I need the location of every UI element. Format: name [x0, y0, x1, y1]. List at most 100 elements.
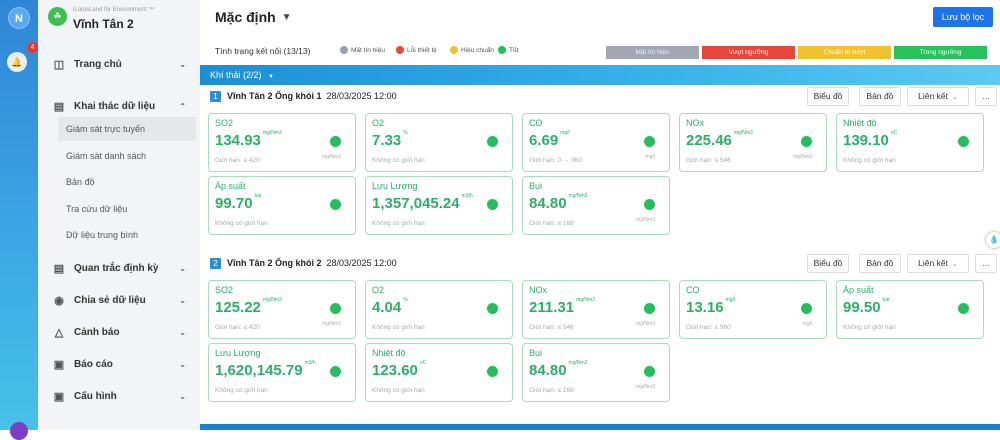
chart-button[interactable]: Biểu đồ [807, 254, 849, 273]
sidebar-item[interactable]: ▤ Khai thác dữ liệu ⌃ [38, 95, 200, 117]
chevron-up-icon[interactable]: ⌃ [179, 101, 186, 111]
threshold-segment[interactable]: Vượt ngưỡng [702, 46, 795, 59]
sidebar-item[interactable]: ▣ Cấu hình ⌄ [38, 385, 200, 407]
parameter-card[interactable]: Lưu Lượng 1,620,145.79 m3/h Không có giới h… [208, 343, 356, 402]
parameter-card[interactable]: SO2 125.22 mg/Nm3 Giới hạn: ≤ 420 mg/Nm3 [208, 280, 356, 339]
parameter-unit: mg/Nm3 [568, 193, 588, 199]
parameter-value-wrap: 99.70 bar [215, 193, 262, 212]
parameter-name: Bụi [529, 348, 543, 358]
sidebar-subitem[interactable]: Giám sát trực tuyến [58, 117, 196, 141]
sidebar-item[interactable]: ▤ Quan trắc định kỳ ⌄ [38, 257, 200, 279]
parameter-name: NOx [686, 118, 704, 128]
status-dot-icon [487, 366, 498, 377]
parameter-unit: bar [254, 193, 262, 199]
parameter-name: Áp suất [215, 181, 246, 191]
parameter-card[interactable]: Áp suất 99.70 bar Không có giới hạn [208, 176, 356, 235]
sidebar-item[interactable]: ◫ Trang chủ ⌄ [38, 53, 200, 75]
parameter-card[interactable]: SO2 134.93 mg/Nm3 Giới hạn: ≤ 420 mg/Nm3 [208, 113, 356, 172]
parameter-limit: Giới hạn: ≤ 546 [529, 324, 574, 331]
group-selector[interactable]: Khí thải (2/2) ▼ [200, 65, 1000, 85]
sidebar-subitem[interactable]: Bản đồ [66, 177, 95, 187]
chart-button[interactable]: Biểu đồ [807, 87, 849, 106]
status-dot-icon [801, 136, 812, 147]
status-dot-icon [801, 303, 812, 314]
parameter-card[interactable]: O2 4.04% Không có giới hạn [365, 280, 513, 339]
chevron-down-icon[interactable]: ⌄ [179, 263, 186, 273]
link-dropdown[interactable]: Liên kết ⌄ [907, 254, 969, 273]
parameter-value: 1,357,045.24 [372, 195, 460, 212]
parameter-value-wrap: 125.22 mg/Nm3 [215, 297, 282, 316]
sidebar-subitem[interactable]: Tra cứu dữ liệu [66, 203, 128, 214]
parameter-unit: m3/h [304, 360, 316, 366]
report-icon: ▣ [53, 358, 65, 371]
connection-status: Tình trạng kết nối (13/13) [215, 46, 311, 56]
status-dot-icon [644, 366, 655, 377]
sidebar-subitem[interactable]: Dữ liệu trung bình [66, 230, 139, 240]
parameter-card[interactable]: CO 6.69 mg/l Giới hạn: 0 → 960 mg/l [522, 113, 670, 172]
parameter-card[interactable]: NOx 225.46 mg/Nm3 Giới hạn: ≤ 546 mg/Nm3 [679, 113, 827, 172]
bell-icon[interactable]: 🔔 [7, 52, 27, 72]
chevron-down-icon[interactable]: ⌄ [179, 327, 186, 337]
chevron-down-icon[interactable]: ⌄ [179, 295, 186, 305]
more-button[interactable]: ... [975, 254, 997, 273]
sidebar-item-label: Chia sẻ dữ liệu [74, 294, 146, 306]
sidebar-subitem[interactable]: Giám sát danh sách [66, 150, 147, 161]
parameter-card[interactable]: CO 13.16 mg/l Giới hạn: ≤ 960 mg/l [679, 280, 827, 339]
brand-subtitle: iLotusLand for Environment ™ [73, 7, 155, 13]
view-selector[interactable]: Mặc định ▼ [215, 9, 292, 25]
parameter-limit-unit: mg/Nm3 [636, 321, 655, 327]
parameter-card[interactable]: Bụi 84.80 mg/Nm3 Giới hạn: ≤ 168 mg/Nm3 [522, 343, 670, 402]
more-button[interactable]: ... [975, 87, 997, 106]
monitor-data-icon: ▤ [53, 100, 65, 113]
parameter-limit: Giới hạn: ≤ 168 [529, 387, 574, 394]
station-header: 1 Vĩnh Tân 2 Ống khói 1 28/03/2025 12:00 [210, 88, 397, 104]
parameter-card[interactable]: Áp suất 99.50 bar Không có giới hạn [836, 280, 984, 339]
sidebar-item-label: Cấu hình [74, 390, 117, 402]
threshold-segment[interactable]: Chuẩn bị vượt [798, 46, 891, 59]
legend-label: Hiệu chuẩn [461, 46, 494, 54]
avatar[interactable] [10, 422, 28, 440]
station-name[interactable]: Vĩnh Tân 2 Ống khói 1 [227, 91, 322, 101]
legend-item: Hiệu chuẩn [450, 46, 494, 54]
chevron-down-icon[interactable]: ⌄ [179, 359, 186, 369]
sidebar-item[interactable]: ◉ Chia sẻ dữ liệu ⌄ [38, 289, 200, 311]
parameter-limit: Giới hạn: ≤ 168 [529, 220, 574, 227]
sidebar-item[interactable]: △ Cảnh báo ⌄ [38, 321, 200, 343]
threshold-segment[interactable]: Mất tín hiệu [606, 46, 699, 59]
parameter-card[interactable]: O2 7.33% Không có giới hạn [365, 113, 513, 172]
parameter-value: 139.10 [843, 132, 889, 149]
parameter-value: 211.31 [529, 299, 575, 316]
chevron-down-icon[interactable]: ⌄ [179, 391, 186, 401]
parameter-unit: mg/l [725, 297, 735, 303]
legend-item: Lỗi thiết bị [396, 46, 437, 54]
parameter-unit: mg/Nm3 [576, 297, 595, 303]
map-button[interactable]: Bản đồ [859, 254, 901, 273]
parameter-card[interactable]: NOx 211.31 mg/Nm3 Giới hạn: ≤ 546 mg/Nm3 [522, 280, 670, 339]
parameter-card[interactable]: Lưu Lượng 1,357,045.24 m3/h Không có giới h… [365, 176, 513, 235]
caret-down-icon[interactable]: ▼ [281, 11, 292, 23]
water-drop-icon[interactable]: 💧 [986, 232, 1000, 248]
station-name[interactable]: Vĩnh Tân 2 Ống khói 2 [227, 258, 322, 268]
parameter-name: CO [686, 285, 700, 295]
parameter-value: 123.60 [372, 362, 418, 379]
parameter-value-wrap: 134.93 mg/Nm3 [215, 130, 282, 149]
parameter-unit: % [403, 297, 408, 303]
parameter-card[interactable]: Nhiệt độ 139.10 oC Không có giới hạn [836, 113, 984, 172]
link-dropdown[interactable]: Liên kết ⌄ [907, 87, 969, 106]
status-dot-icon [487, 199, 498, 210]
map-button[interactable]: Bản đồ [859, 87, 901, 106]
clipboard-icon: ▤ [53, 262, 65, 275]
page-title[interactable]: Mặc định [215, 9, 276, 25]
station-header: 2 Vĩnh Tân 2 Ống khói 2 28/03/2025 12:00 [210, 255, 397, 271]
status-dot-icon [396, 46, 404, 54]
save-filter-button[interactable]: Lưu bộ lọc [933, 7, 993, 27]
main-content: Mặc định ▼ Lưu bộ lọc Tình trạng kết nối… [200, 0, 1000, 430]
threshold-segment[interactable]: Trong ngưỡng [894, 46, 987, 59]
sidebar-item[interactable]: ▣ Báo cáo ⌄ [38, 353, 200, 375]
parameter-card[interactable]: Bụi 84.80 mg/Nm3 Giới hạn: ≤ 168 mg/Nm3 [522, 176, 670, 235]
parameter-card[interactable]: Nhiệt độ 123.60 oC Không có giới hạn [365, 343, 513, 402]
bottom-bar [200, 424, 1000, 430]
parameter-limit: Không có giới hạn [843, 157, 896, 164]
app-logo[interactable]: N [8, 7, 30, 29]
chevron-down-icon[interactable]: ⌄ [179, 59, 186, 69]
